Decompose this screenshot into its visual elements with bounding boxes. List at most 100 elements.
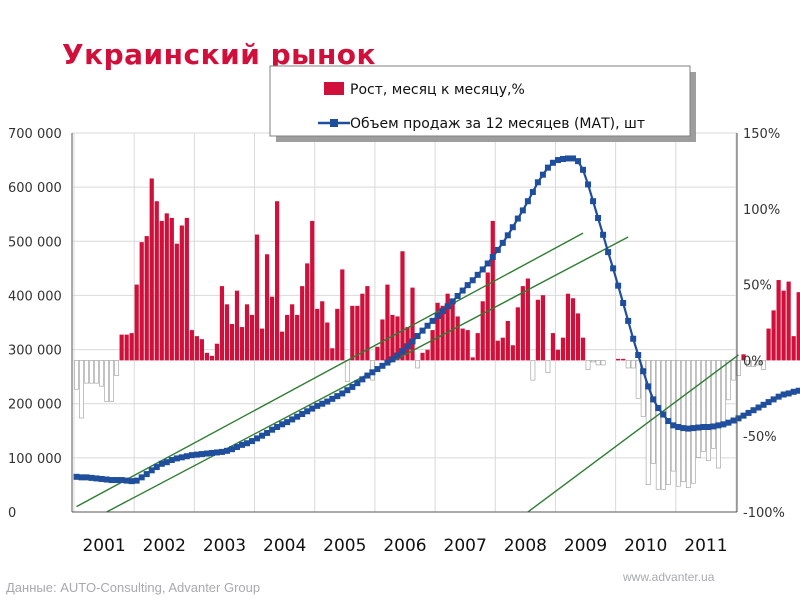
growth-bar: [335, 308, 340, 361]
mat-point: [218, 448, 225, 455]
growth-bar: [435, 302, 440, 361]
growth-bar: [114, 360, 120, 376]
growth-bar: [580, 337, 586, 361]
growth-bar: [395, 316, 400, 361]
growth-bar: [685, 360, 691, 489]
mat-point: [630, 335, 637, 342]
mat-point: [489, 253, 496, 260]
growth-bar: [234, 290, 240, 361]
growth-bar: [420, 352, 425, 361]
mat-point: [454, 292, 461, 299]
growth-bar: [786, 281, 791, 361]
legend-box: [269, 65, 691, 137]
growth-bar: [565, 293, 571, 361]
tick-labels: 0 100 000 200 000 300 000 400 000 500 000 600 …: [8, 127, 785, 556]
growth-bar: [741, 354, 746, 361]
x-tick-label: 2003: [203, 536, 246, 556]
mat-point: [349, 383, 356, 390]
mat-point: [730, 417, 737, 424]
mat-point: [660, 411, 667, 418]
y-left-tick-label: 100 000: [8, 452, 62, 467]
growth-bar: [495, 340, 500, 361]
mat-point: [570, 155, 576, 162]
growth-bar: [475, 333, 480, 361]
y-left-tick-label: 500 000: [8, 235, 62, 250]
mat-point: [284, 419, 291, 426]
mat-point: [640, 368, 647, 375]
growth-bar: [264, 254, 270, 361]
growth-bar: [415, 360, 420, 369]
growth-bar: [555, 349, 561, 361]
growth-bar: [726, 360, 731, 401]
mat-point: [745, 409, 752, 416]
growth-bar: [746, 360, 751, 367]
growth-bar: [716, 360, 721, 469]
growth-bar: [204, 352, 209, 361]
mat-point: [680, 425, 687, 432]
y-left-tick-label: 200 000: [8, 398, 62, 413]
growth-bar: [74, 360, 79, 390]
y-right-tick-label: -50%: [743, 430, 777, 445]
mat-point: [504, 232, 511, 239]
growth-bar: [144, 236, 149, 361]
growth-bar: [695, 360, 701, 458]
growth-bar: [124, 334, 129, 361]
mat-point: [494, 246, 501, 253]
mat-point: [399, 348, 406, 355]
mat-point: [705, 424, 712, 430]
mat-point: [259, 432, 266, 439]
growth-bar: [621, 358, 626, 361]
mat-point: [188, 452, 195, 459]
growth-bar: [209, 355, 215, 361]
growth-bar: [109, 360, 115, 402]
growth-bar: [540, 295, 546, 361]
mat-point: [329, 395, 336, 402]
mat-point: [720, 421, 727, 428]
x-tick-label: 2005: [323, 536, 366, 556]
growth-bar: [104, 360, 109, 402]
mat-point: [148, 467, 155, 474]
mat-point: [715, 422, 722, 429]
site-url: www.advanter.ua: [623, 570, 715, 584]
mat-point: [690, 425, 697, 432]
mat-point: [464, 282, 471, 289]
y-left-tick-label: 600 000: [8, 181, 62, 196]
mat-point: [118, 477, 125, 484]
mat-point: [529, 189, 536, 196]
growth-bars: [74, 178, 800, 490]
growth-bar: [199, 339, 204, 361]
mat-point: [254, 435, 261, 442]
mat-point: [519, 207, 526, 214]
mat-point: [98, 475, 105, 482]
mat-point: [434, 313, 441, 319]
growth-bar: [290, 304, 295, 361]
mat-point: [294, 413, 301, 420]
mat-point: [319, 400, 326, 407]
growth-bar: [380, 319, 385, 361]
mat-point: [289, 416, 296, 423]
mat-point: [484, 260, 491, 267]
trend-line: [527, 354, 739, 513]
growth-bar: [139, 242, 144, 361]
mat-point: [314, 402, 321, 409]
mat-point: [158, 460, 165, 467]
growth-bar: [375, 346, 380, 361]
mat-point: [439, 308, 446, 315]
legend-label-growth: Рост, месяц к месяцу,%: [350, 82, 525, 98]
growth-bar: [731, 360, 736, 381]
growth-bar: [410, 287, 415, 361]
mat-point: [153, 464, 160, 471]
growth-bar: [219, 286, 225, 361]
mat-point: [554, 157, 561, 164]
x-tick-label: 2007: [444, 536, 487, 556]
mat-point: [83, 474, 90, 481]
mat-point: [534, 179, 541, 186]
mat-point: [374, 366, 381, 373]
x-tick-label: 2002: [143, 536, 186, 556]
mat-point: [404, 343, 411, 350]
growth-bar: [400, 251, 405, 361]
y-right-tick-label: 50%: [743, 279, 772, 294]
growth-bar: [244, 304, 250, 361]
mat-point: [474, 271, 481, 278]
mat-point: [625, 317, 632, 324]
